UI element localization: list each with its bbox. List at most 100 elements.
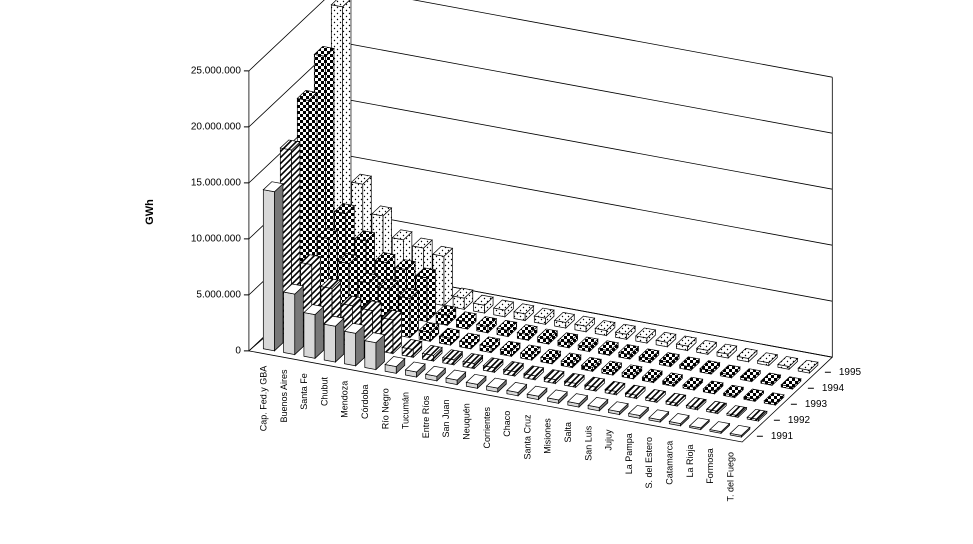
bar-top: [296, 89, 318, 101]
series-label: 1995: [839, 367, 862, 378]
bar-top: [438, 327, 460, 339]
bar-front: [364, 340, 377, 370]
bar-top: [435, 304, 457, 316]
bar: [482, 357, 504, 374]
bar: [384, 356, 406, 375]
bar-top: [695, 339, 718, 351]
bar-top: [668, 413, 690, 424]
bar-top: [635, 327, 657, 339]
bar: [719, 364, 741, 379]
bar-side: [426, 269, 436, 323]
bar-top: [618, 344, 640, 355]
bar-front: [262, 189, 275, 352]
x-tick-label: Santa Cruz: [522, 414, 532, 460]
bar: [458, 332, 481, 350]
bar: [760, 372, 782, 387]
bar: [574, 315, 596, 333]
x-tick-label: Jujuy: [604, 429, 614, 451]
bar-top: [597, 340, 619, 352]
bar-top: [411, 237, 433, 249]
bar: [523, 365, 545, 381]
x-tick-label: San Luis: [583, 425, 593, 461]
bar-top: [445, 369, 467, 381]
bar: [438, 327, 460, 346]
x-tick-label: T. del Fuego: [725, 452, 735, 502]
bar-top: [780, 376, 802, 388]
bar-top: [655, 331, 677, 343]
bar-top: [343, 322, 365, 334]
bar-top: [722, 384, 745, 396]
bar: [567, 393, 589, 408]
bar: [587, 397, 609, 412]
bar: [604, 381, 626, 396]
bar: [655, 331, 677, 348]
bar-top: [299, 254, 322, 266]
bar: [621, 364, 643, 380]
bar: [577, 336, 599, 353]
bar-top: [377, 278, 399, 290]
bar: [519, 344, 542, 361]
bar-top: [496, 319, 518, 331]
bar: [729, 424, 751, 438]
bar: [709, 421, 731, 435]
x-tick-label: Misiones: [543, 418, 553, 454]
bar: [638, 348, 660, 364]
bar: [658, 352, 680, 368]
bar-top: [303, 304, 325, 316]
bar-top: [330, 0, 351, 8]
bar-top: [374, 252, 396, 263]
bar-top: [432, 245, 454, 257]
bar-top: [678, 356, 701, 368]
bar-top: [350, 173, 373, 185]
x-tick-label: Mendoza: [340, 381, 350, 418]
bar: [597, 340, 619, 357]
bar: [705, 400, 728, 415]
bar: [441, 349, 464, 366]
bar-top: [354, 230, 376, 242]
bar-top: [424, 365, 447, 377]
x-tick-label: Neuquén: [462, 403, 472, 440]
bar-top: [479, 336, 501, 348]
bar: [644, 389, 667, 404]
bar-top: [523, 365, 545, 377]
bar: [479, 336, 501, 354]
bar-side: [274, 182, 284, 352]
bar: [601, 360, 623, 376]
x-tick-label: Río Negro: [380, 388, 390, 429]
bar-top: [574, 315, 596, 327]
bar: [496, 319, 518, 338]
bar: [526, 385, 548, 401]
bar-side: [314, 305, 324, 360]
x-tick-label: La Pampa: [624, 433, 634, 474]
x-tick-label: S. del Estero: [644, 437, 654, 489]
bar-top: [648, 409, 670, 421]
y-tick-label: 25.000.000: [191, 66, 241, 77]
bar-top: [638, 348, 660, 360]
bar-top: [709, 421, 731, 433]
bar: [797, 359, 819, 374]
bar-front: [283, 291, 296, 355]
bar-top: [540, 348, 562, 360]
bar-top: [516, 324, 538, 336]
bar-top: [360, 300, 382, 311]
bar: [546, 389, 568, 405]
bar-top: [381, 309, 403, 321]
bar-top: [658, 352, 680, 364]
x-tick-label: Salta: [563, 422, 573, 443]
bar-top: [743, 388, 765, 400]
bar-top: [577, 336, 599, 348]
bar: [418, 321, 440, 343]
bar-top: [739, 368, 762, 380]
bar: [763, 392, 785, 406]
bar-top: [746, 408, 768, 420]
bar-top: [519, 344, 542, 356]
bar-top: [502, 361, 525, 372]
bar: [506, 382, 528, 397]
bar: [695, 339, 718, 356]
bar-top: [282, 283, 305, 295]
bar-top: [756, 352, 779, 364]
bar-top: [705, 400, 728, 412]
bar-front: [303, 312, 316, 359]
